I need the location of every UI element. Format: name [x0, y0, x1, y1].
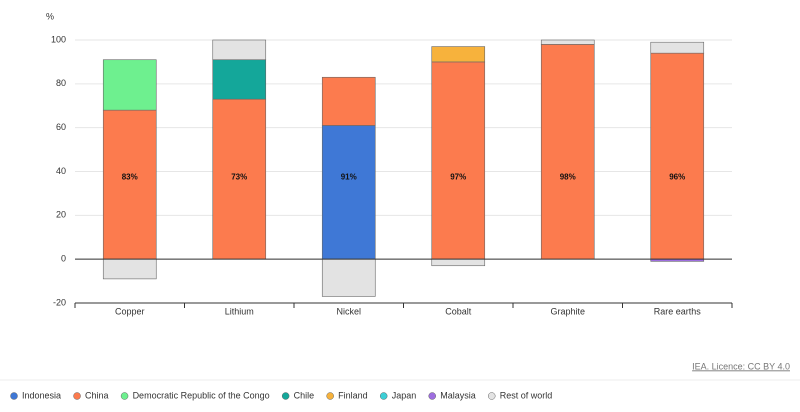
source-link[interactable]: IEA. Licence: CC BY 4.0: [692, 361, 790, 371]
bar-segment: [431, 61, 486, 260]
legend-label: Chile: [294, 390, 315, 400]
x-tick-label: Lithium: [225, 306, 254, 316]
legend-marker: [10, 392, 18, 400]
legend-label: Malaysia: [440, 390, 476, 400]
x-tick-label: Graphite: [550, 306, 585, 316]
bar-label: 96%: [669, 173, 685, 182]
bar-segment: [212, 98, 267, 260]
bar-segment: [102, 59, 157, 111]
bar-label: 98%: [560, 173, 576, 182]
bar-segment: [540, 39, 595, 45]
legend-marker: [326, 392, 334, 400]
legend-marker: [120, 392, 129, 400]
legend-label: Japan: [392, 390, 417, 400]
bar-segment: [321, 76, 376, 126]
x-tick-label: Rare earths: [654, 306, 702, 316]
legend-label: Indonesia: [22, 390, 61, 400]
legend-label: China: [85, 390, 109, 400]
legend-marker: [73, 392, 81, 400]
bar-segment: [212, 59, 267, 100]
y-tick-label: 80: [56, 78, 66, 88]
y-axis-label: %: [46, 11, 54, 21]
bar-label: 91%: [341, 173, 357, 182]
bar-segment: [540, 44, 595, 260]
y-tick-label: -20: [53, 297, 66, 307]
legend-label: Finland: [338, 390, 368, 400]
x-tick-label: Cobalt: [445, 306, 472, 316]
bar-segment: [431, 46, 486, 63]
legend-marker: [487, 392, 496, 400]
bar-segment: [212, 39, 267, 61]
x-tick-label: Nickel: [336, 306, 361, 316]
bar-segment: [431, 258, 486, 267]
y-tick-label: 60: [56, 122, 66, 132]
bar-segment: [321, 258, 376, 297]
legend-marker: [379, 392, 388, 400]
bar-segment: [102, 258, 157, 280]
bar-label: 83%: [122, 173, 138, 182]
y-tick-label: 40: [56, 166, 66, 176]
x-tick-label: Copper: [115, 306, 145, 316]
legend-label: Rest of world: [500, 390, 553, 400]
y-tick-label: 0: [61, 254, 66, 264]
legend-label: Democratic Republic of the Congo: [133, 390, 270, 400]
legend-marker: [428, 392, 436, 400]
bar-label: 97%: [450, 173, 466, 182]
bar-segment: [102, 109, 157, 260]
bar-segment: [650, 41, 705, 54]
bar-label: 73%: [231, 173, 247, 182]
bar-segment: [321, 125, 376, 260]
legend-marker: [281, 392, 290, 400]
bar-segment: [650, 52, 705, 260]
y-tick-label: 100: [51, 34, 66, 44]
y-tick-label: 20: [56, 210, 66, 220]
